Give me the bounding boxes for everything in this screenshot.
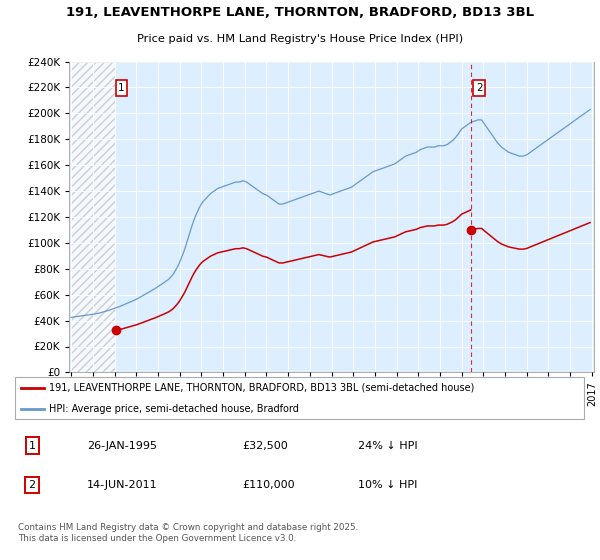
Text: 1: 1 (118, 83, 125, 93)
Text: 14-JUN-2011: 14-JUN-2011 (87, 480, 158, 490)
Text: £110,000: £110,000 (242, 480, 295, 490)
Text: £32,500: £32,500 (242, 441, 288, 451)
Text: 2: 2 (476, 83, 482, 93)
Text: 26-JAN-1995: 26-JAN-1995 (87, 441, 157, 451)
Text: HPI: Average price, semi-detached house, Bradford: HPI: Average price, semi-detached house,… (49, 404, 299, 414)
Text: 191, LEAVENTHORPE LANE, THORNTON, BRADFORD, BD13 3BL: 191, LEAVENTHORPE LANE, THORNTON, BRADFO… (66, 6, 534, 19)
Text: 1: 1 (29, 441, 35, 451)
Text: 24% ↓ HPI: 24% ↓ HPI (358, 441, 417, 451)
Text: Contains HM Land Registry data © Crown copyright and database right 2025.
This d: Contains HM Land Registry data © Crown c… (18, 523, 358, 543)
FancyBboxPatch shape (15, 377, 584, 419)
Text: 2: 2 (29, 480, 36, 490)
Text: 10% ↓ HPI: 10% ↓ HPI (358, 480, 417, 490)
Text: 191, LEAVENTHORPE LANE, THORNTON, BRADFORD, BD13 3BL (semi-detached house): 191, LEAVENTHORPE LANE, THORNTON, BRADFO… (49, 382, 475, 393)
Text: Price paid vs. HM Land Registry's House Price Index (HPI): Price paid vs. HM Land Registry's House … (137, 34, 463, 44)
